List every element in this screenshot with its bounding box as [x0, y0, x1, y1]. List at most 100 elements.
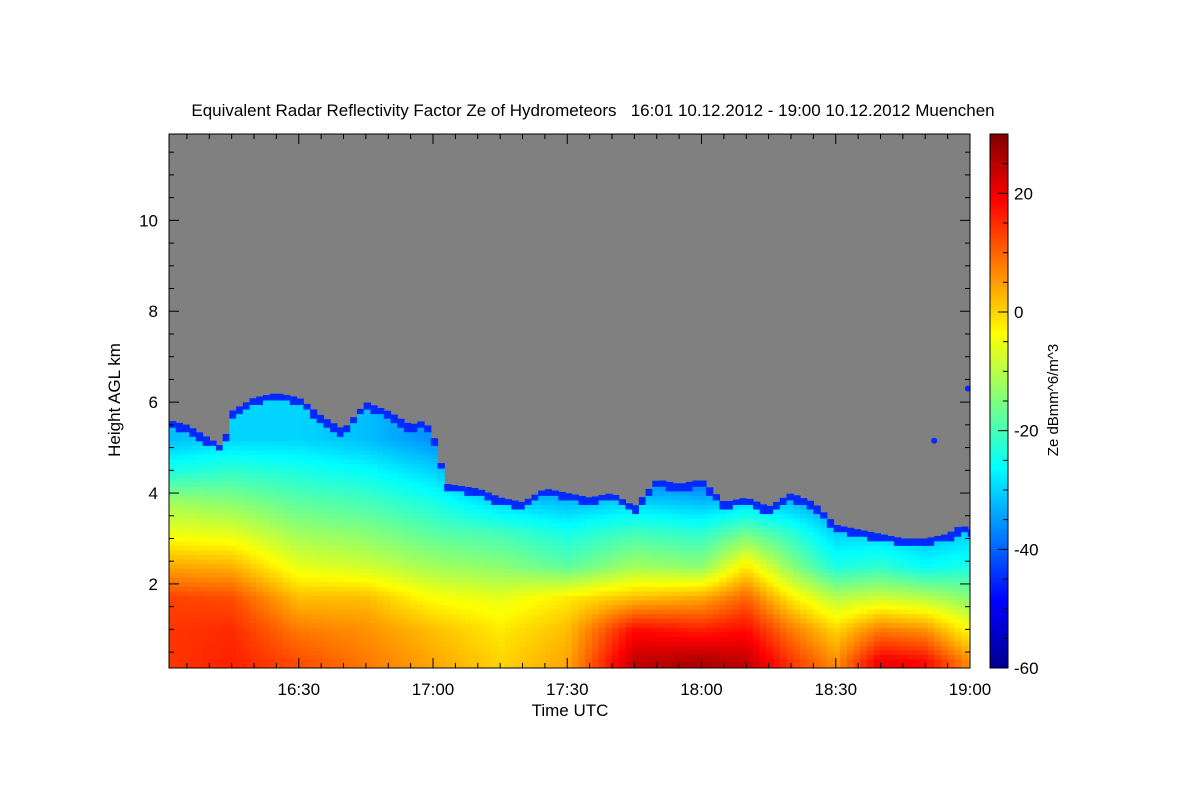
reflectivity-cell: [323, 658, 331, 665]
reflectivity-cell: [202, 527, 210, 533]
reflectivity-cell: [598, 590, 606, 596]
reflectivity-cell: [464, 527, 472, 533]
reflectivity-cell: [880, 572, 888, 578]
reflectivity-cell: [712, 654, 721, 660]
reflectivity-cell: [195, 495, 204, 501]
reflectivity-cell: [531, 590, 539, 596]
reflectivity-cell: [471, 658, 479, 665]
reflectivity-cell: [585, 572, 593, 578]
reflectivity-cell: [202, 495, 210, 501]
reflectivity-cell: [222, 449, 231, 455]
reflectivity-cell: [256, 627, 264, 633]
reflectivity-cell: [638, 608, 647, 615]
reflectivity-cell: [786, 540, 794, 546]
reflectivity-cell: [424, 554, 432, 560]
reflectivity-cell: [565, 513, 573, 519]
reflectivity-cell: [256, 522, 264, 528]
reflectivity-cell: [665, 622, 674, 628]
reflectivity-cell: [316, 431, 324, 437]
reflectivity-cell: [531, 563, 539, 569]
reflectivity-cell: [867, 568, 875, 574]
reflectivity-cell: [350, 604, 358, 610]
reflectivity-cell: [437, 590, 445, 596]
reflectivity-cell: [450, 645, 459, 651]
reflectivity-cell: [860, 599, 868, 605]
reflectivity-cell: [846, 640, 855, 646]
reflectivity-cell: [551, 495, 559, 501]
reflectivity-cell: [289, 518, 298, 524]
reflectivity-cell: [390, 540, 398, 546]
reflectivity-cell: [860, 590, 868, 596]
reflectivity-cell: [289, 572, 298, 578]
reflectivity-cell: [377, 445, 385, 451]
reflectivity-cell: [826, 622, 835, 628]
reflectivity-cell: [450, 504, 459, 510]
reflectivity-cell: [403, 472, 412, 478]
reflectivity-cell: [907, 640, 915, 646]
reflectivity-cell: [450, 518, 459, 524]
reflectivity-cell: [437, 513, 445, 519]
reflectivity-cell: [303, 408, 311, 415]
reflectivity-cell: [424, 654, 432, 660]
reflectivity-cell: [934, 608, 942, 615]
reflectivity-cell: [907, 631, 915, 637]
reflectivity-cell: [377, 627, 385, 633]
reflectivity-cell: [638, 540, 647, 546]
reflectivity-cell: [585, 604, 593, 610]
reflectivity-cell: [692, 604, 700, 610]
reflectivity-cell: [229, 608, 237, 615]
reflectivity-cell: [739, 545, 747, 551]
reflectivity-cell: [350, 427, 358, 433]
reflectivity-cell: [222, 468, 231, 474]
reflectivity-cell: [283, 413, 291, 419]
reflectivity-cell: [303, 472, 311, 478]
reflectivity-cell: [343, 595, 351, 601]
reflectivity-cell: [591, 545, 600, 551]
reflectivity-cell: [269, 418, 277, 424]
reflectivity-cell: [685, 531, 694, 537]
reflectivity-cell: [424, 613, 432, 619]
reflectivity-cell: [383, 436, 392, 442]
reflectivity-cell: [598, 531, 606, 537]
reflectivity-cell: [276, 572, 284, 578]
reflectivity-cell: [705, 558, 714, 565]
reflectivity-cell: [323, 590, 331, 596]
reflectivity-cell: [773, 640, 781, 646]
reflectivity-cell: [262, 422, 271, 428]
reflectivity-cell: [269, 513, 277, 519]
reflectivity-cell: [591, 508, 600, 515]
reflectivity-cell: [484, 636, 492, 642]
reflectivity-cell: [632, 649, 640, 655]
reflectivity-cell: [249, 499, 257, 505]
reflectivity-cell: [605, 563, 613, 569]
reflectivity-cell: [605, 636, 613, 642]
reflectivity-cell: [256, 636, 264, 642]
reflectivity-cell: [269, 499, 277, 505]
reflectivity-cell: [799, 654, 808, 660]
reflectivity-cell: [222, 433, 231, 437]
reflectivity-cell: [309, 627, 318, 633]
reflectivity-cell: [189, 590, 197, 596]
reflectivity-cell: [430, 490, 439, 496]
reflectivity-cell: [558, 563, 566, 569]
reflectivity-cell: [289, 399, 298, 405]
reflectivity-cell: [390, 572, 398, 578]
reflectivity-cell: [773, 531, 781, 537]
reflectivity-cell: [316, 568, 324, 574]
reflectivity-cell: [887, 558, 895, 565]
reflectivity-cell: [920, 554, 929, 560]
reflectivity-cell: [699, 608, 707, 615]
reflectivity-cell: [424, 458, 432, 465]
reflectivity-cell: [585, 586, 593, 592]
reflectivity-cell: [927, 545, 935, 551]
reflectivity-cell: [303, 563, 311, 569]
reflectivity-cell: [491, 504, 499, 510]
reflectivity-cell: [283, 499, 291, 505]
reflectivity-cell: [692, 613, 700, 619]
reflectivity-cell: [236, 504, 244, 510]
reflectivity-cell: [424, 531, 432, 537]
reflectivity-cell: [531, 586, 539, 592]
reflectivity-cell: [598, 536, 606, 542]
reflectivity-cell: [699, 649, 707, 655]
reflectivity-cell: [202, 595, 210, 601]
